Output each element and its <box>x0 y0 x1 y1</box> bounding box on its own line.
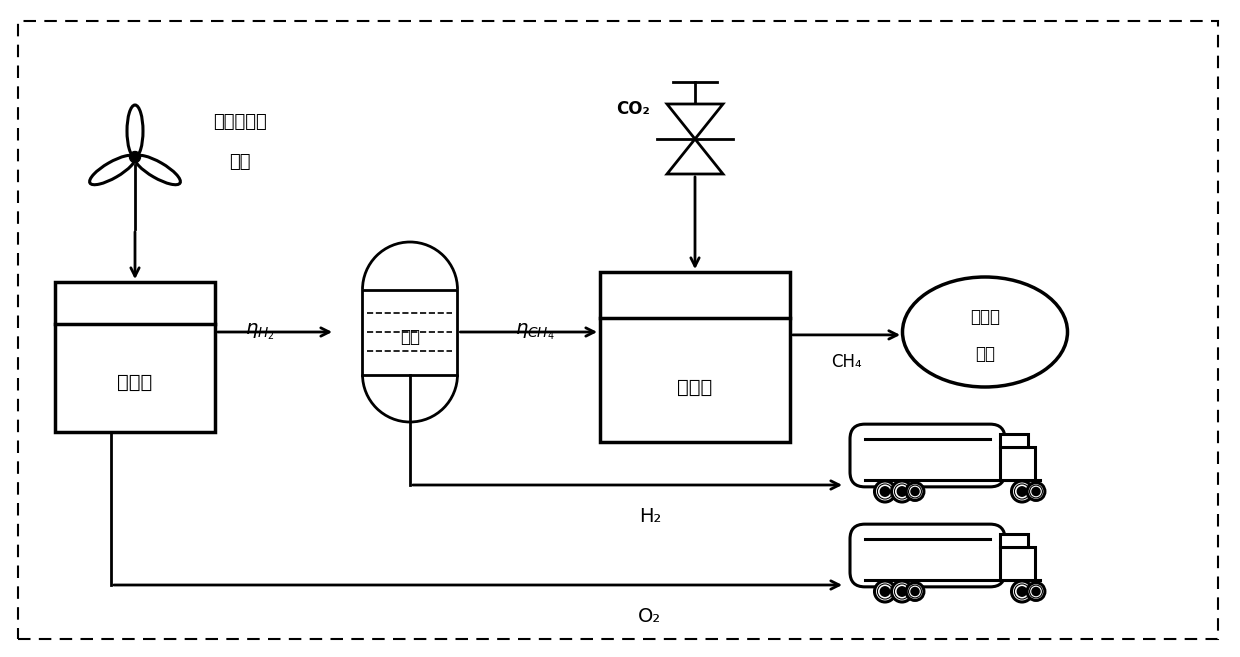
Circle shape <box>880 487 890 496</box>
Circle shape <box>1032 587 1040 595</box>
Circle shape <box>880 587 890 596</box>
Bar <box>999 547 1035 580</box>
Bar <box>55 282 215 432</box>
Bar <box>999 534 1028 547</box>
Text: H₂: H₂ <box>639 507 661 526</box>
Ellipse shape <box>89 155 135 185</box>
FancyBboxPatch shape <box>849 424 1004 487</box>
Text: $\eta_{H_2}$: $\eta_{H_2}$ <box>246 322 275 342</box>
Text: 天然气: 天然气 <box>970 308 999 326</box>
Text: 甲烷化: 甲烷化 <box>677 378 713 397</box>
Circle shape <box>911 587 919 595</box>
Circle shape <box>1012 481 1033 502</box>
Bar <box>999 434 1028 447</box>
Circle shape <box>906 583 924 600</box>
Text: 储氢: 储氢 <box>401 328 420 346</box>
Circle shape <box>1017 587 1027 596</box>
Circle shape <box>874 581 895 602</box>
Text: CH₄: CH₄ <box>831 353 862 371</box>
Circle shape <box>1017 487 1027 496</box>
Text: 发电: 发电 <box>229 153 250 171</box>
Bar <box>600 272 790 442</box>
Circle shape <box>892 481 913 502</box>
Polygon shape <box>667 104 723 139</box>
Circle shape <box>892 581 913 602</box>
Circle shape <box>898 487 906 496</box>
Text: $\eta_{CH_4}$: $\eta_{CH_4}$ <box>515 322 554 342</box>
FancyBboxPatch shape <box>849 524 1004 587</box>
Ellipse shape <box>126 105 143 157</box>
Circle shape <box>1012 581 1033 602</box>
Circle shape <box>898 587 906 596</box>
Circle shape <box>129 152 140 162</box>
Text: 网络: 网络 <box>975 345 994 363</box>
Polygon shape <box>667 139 723 174</box>
Bar <box>999 447 1035 480</box>
Ellipse shape <box>903 277 1068 387</box>
Text: CO₂: CO₂ <box>616 100 650 118</box>
Ellipse shape <box>135 155 180 185</box>
Text: O₂: O₂ <box>639 607 662 626</box>
Text: 可再生能源: 可再生能源 <box>213 113 267 131</box>
Text: 电解池: 电解池 <box>118 373 153 392</box>
Bar <box>362 290 458 374</box>
Circle shape <box>874 481 895 502</box>
Circle shape <box>1032 487 1040 495</box>
Circle shape <box>1027 483 1045 501</box>
Circle shape <box>911 487 919 495</box>
Circle shape <box>1027 583 1045 600</box>
Circle shape <box>906 483 924 501</box>
